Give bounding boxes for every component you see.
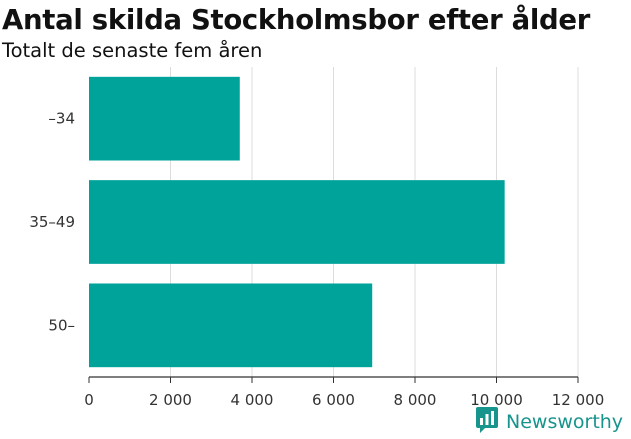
- x-axis: 0 2 000 4 000 6 000 8 000 10 000 12 000: [84, 376, 605, 409]
- x-tick-label: 8 000: [394, 391, 437, 409]
- y-tick-label: 50–: [48, 316, 75, 334]
- newsworthy-logo-icon: [474, 406, 500, 438]
- brand-name: Newsworthy: [506, 411, 624, 433]
- y-tick-label: 35–49: [29, 213, 75, 231]
- x-tick-label: 4 000: [231, 391, 274, 409]
- y-axis: –34 35–49 50–: [29, 110, 75, 335]
- bar: [89, 283, 373, 368]
- bar: [89, 180, 505, 264]
- y-tick-label: –34: [48, 110, 75, 128]
- x-tick-label: 10 000: [470, 391, 523, 409]
- bar: [89, 76, 240, 161]
- chart-title: Antal skilda Stockholmsbor efter ålder: [2, 4, 590, 36]
- bars: [89, 76, 505, 368]
- chart-subtitle: Totalt de senaste fem åren: [2, 39, 263, 62]
- x-tick-label: 12 000: [552, 391, 605, 409]
- x-tick-label: 2 000: [149, 391, 192, 409]
- x-tick-label: 6 000: [312, 391, 355, 409]
- newsworthy-brand: Newsworthy: [474, 406, 624, 438]
- x-tick-label: 0: [84, 391, 94, 409]
